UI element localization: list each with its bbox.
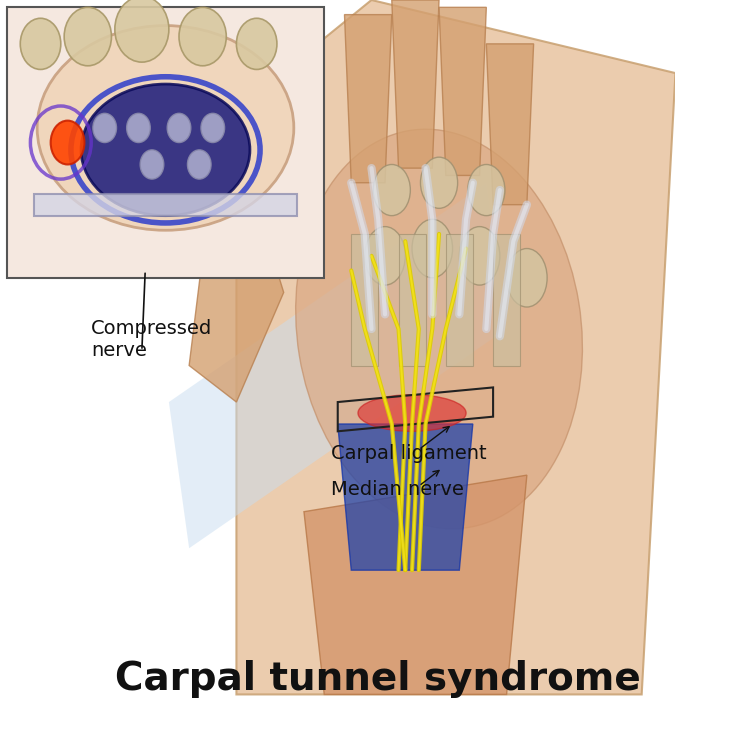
Ellipse shape [126,113,151,143]
Text: Median nerve: Median nerve [331,480,464,499]
Polygon shape [189,205,284,402]
Polygon shape [338,424,473,570]
Polygon shape [304,475,527,694]
Polygon shape [236,0,675,694]
Ellipse shape [167,113,191,143]
Ellipse shape [93,113,116,143]
Text: Carpal tunnel syndrome: Carpal tunnel syndrome [115,660,640,698]
Ellipse shape [140,150,164,179]
Ellipse shape [365,227,405,285]
Text: Carpal ligament: Carpal ligament [331,444,487,463]
Polygon shape [351,234,378,366]
Ellipse shape [507,249,547,307]
Ellipse shape [412,219,452,278]
Ellipse shape [420,157,458,208]
Polygon shape [344,15,392,183]
Ellipse shape [81,84,250,216]
Ellipse shape [358,395,466,431]
Ellipse shape [459,227,500,285]
Ellipse shape [179,7,227,66]
Bar [7,7,325,278]
Ellipse shape [20,18,61,69]
Polygon shape [439,7,486,175]
Polygon shape [34,194,298,216]
Polygon shape [392,0,439,168]
Ellipse shape [295,129,583,529]
Ellipse shape [37,26,294,230]
Polygon shape [486,44,534,205]
Ellipse shape [50,121,85,164]
Ellipse shape [374,164,410,216]
Ellipse shape [187,150,211,179]
Polygon shape [446,234,473,366]
Ellipse shape [201,113,224,143]
Ellipse shape [468,164,505,216]
Polygon shape [398,234,425,366]
Polygon shape [169,183,507,548]
Polygon shape [493,234,520,366]
Ellipse shape [64,7,111,66]
Ellipse shape [115,0,169,62]
Ellipse shape [236,18,277,69]
Text: Compressed
nerve: Compressed nerve [91,319,213,360]
